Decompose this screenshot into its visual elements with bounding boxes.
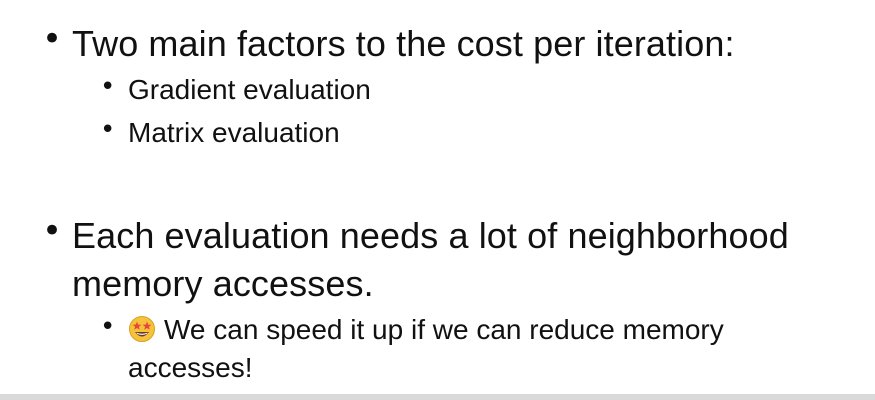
bullet-dot: • <box>42 211 63 251</box>
bullet-1: • Two main factors to the cost per itera… <box>42 20 862 68</box>
bullet-dot: • <box>42 19 63 59</box>
bottom-band <box>0 394 875 400</box>
bullet-1-text: Two main factors to the cost per iterati… <box>72 23 735 64</box>
bullet-dot: • <box>100 115 116 145</box>
sub-bullet-1-2: • Matrix evaluation <box>100 114 860 152</box>
sub-bullet-1-2-text: Matrix evaluation <box>128 117 340 148</box>
sub-bullet-1-1-text: Gradient evaluation <box>128 74 371 105</box>
bullet-2: • Each evaluation needs a lot of neighbo… <box>42 212 842 308</box>
sub-bullet-2-1-body: We can speed it up if we can reduce memo… <box>128 311 840 387</box>
sub-bullet-2-1: • We can speed it up if we can reduce me… <box>100 311 840 387</box>
bullet-2-text: Each evaluation needs a lot of neighborh… <box>72 215 789 304</box>
sub-bullet-1-1: • Gradient evaluation <box>100 71 860 109</box>
star-struck-emoji-icon <box>128 315 156 343</box>
sub-bullet-2-1-text: We can speed it up if we can reduce memo… <box>128 314 724 383</box>
bullet-dot: • <box>100 72 116 102</box>
bullet-dot: • <box>100 312 116 342</box>
